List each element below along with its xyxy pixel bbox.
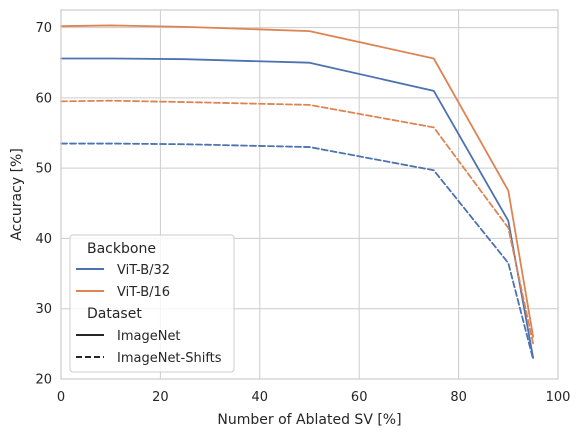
y-tick-label: 20 — [35, 373, 52, 388]
y-axis-label: Accuracy [%] — [9, 148, 25, 241]
y-tick-label: 60 — [35, 91, 52, 106]
series-line-vit-b-16-imagenet — [60, 24, 535, 338]
legend-label-vit-b32: ViT-B/32 — [117, 263, 170, 278]
legend-box — [69, 234, 235, 373]
series-layer — [60, 24, 535, 361]
y-tick-labels: 20 30 40 50 60 70 — [35, 21, 52, 387]
x-tick-labels: 0 20 40 60 80 100 — [57, 390, 571, 405]
y-tick-label: 70 — [35, 21, 52, 36]
x-tick-label: 0 — [57, 390, 65, 405]
legend-title-backbone: Backbone — [87, 241, 156, 257]
series-line-vit-b-16-imagenet-shifts — [60, 99, 535, 345]
x-tick-label: 60 — [351, 390, 368, 405]
x-tick-label: 20 — [152, 390, 169, 405]
legend: Backbone ViT-B/32 ViT-B/16 Dataset Image… — [69, 234, 235, 373]
legend-label-imagenet: ImageNet — [117, 329, 181, 344]
x-axis-label: Number of Ablated SV [%] — [217, 412, 401, 428]
legend-label-imagenet-shifts: ImageNet-Shifts — [117, 351, 222, 366]
legend-title-dataset: Dataset — [87, 306, 142, 322]
y-tick-label: 40 — [35, 232, 52, 247]
legend-label-vit-b16: ViT-B/16 — [117, 285, 170, 300]
x-tick-label: 40 — [252, 390, 269, 405]
x-tick-label: 80 — [450, 390, 467, 405]
y-tick-label: 30 — [35, 302, 52, 317]
series-line-vit-b-32-imagenet-shifts — [60, 142, 535, 361]
y-tick-label: 50 — [35, 162, 52, 177]
x-tick-label: 100 — [546, 390, 571, 405]
plot-frame — [60, 9, 559, 380]
series-line-vit-b-32-imagenet — [60, 57, 535, 359]
